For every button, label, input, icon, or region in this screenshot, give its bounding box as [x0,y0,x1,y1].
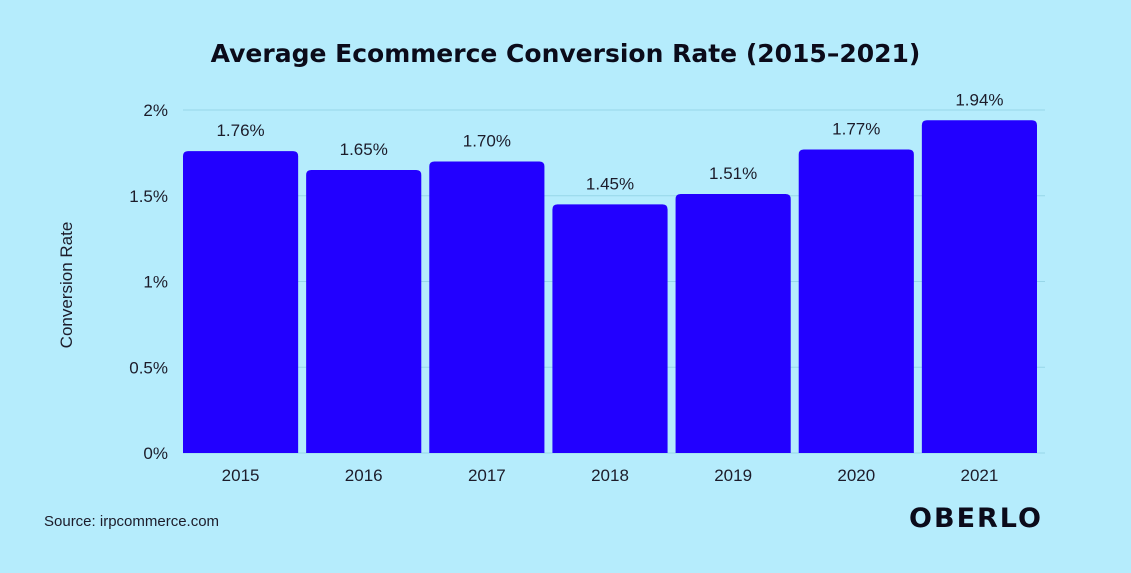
y-tick-label-2: 1% [143,273,168,292]
bar-2020 [798,149,914,453]
value-label-2017: 1.70% [463,131,511,150]
source-note: Source: irpcommerce.com [44,513,219,530]
oberlo-logo: OBERLO [909,503,1043,534]
y-axis-label: Conversion Rate [57,222,76,349]
bar-2016 [306,170,422,453]
x-tick-label-2018: 2018 [591,466,629,485]
bar-2017 [429,161,545,453]
x-tick-label-2016: 2016 [345,466,383,485]
chart-title: Average Ecommerce Conversion Rate (2015–… [211,39,921,68]
y-tick-label-3: 1.5% [129,187,168,206]
bar-2021 [921,120,1037,453]
value-labels: 1.76% 1.65% 1.70% 1.45% 1.51% 1.77% 1.94% [216,90,1003,193]
x-axis-ticks: 2015 2016 2017 2018 2019 2020 2021 [222,466,999,485]
value-label-2020: 1.77% [832,119,880,138]
value-label-2015: 1.76% [216,121,264,140]
value-label-2021: 1.94% [955,90,1003,109]
x-tick-label-2017: 2017 [468,466,506,485]
value-label-2016: 1.65% [340,140,388,159]
y-tick-label-1: 0.5% [129,358,168,377]
bars [183,120,1037,453]
x-tick-label-2015: 2015 [222,466,260,485]
value-label-2018: 1.45% [586,174,634,193]
bar-2015 [183,151,299,453]
x-tick-label-2020: 2020 [837,466,875,485]
y-tick-label-4: 2% [143,101,168,120]
y-tick-label-0: 0% [143,444,168,463]
bar-2018 [552,204,668,453]
x-tick-label-2021: 2021 [961,466,999,485]
bar-2019 [675,194,791,453]
x-tick-label-2019: 2019 [714,466,752,485]
value-label-2019: 1.51% [709,164,757,183]
y-axis-ticks: 0% 0.5% 1% 1.5% 2% [129,101,168,463]
